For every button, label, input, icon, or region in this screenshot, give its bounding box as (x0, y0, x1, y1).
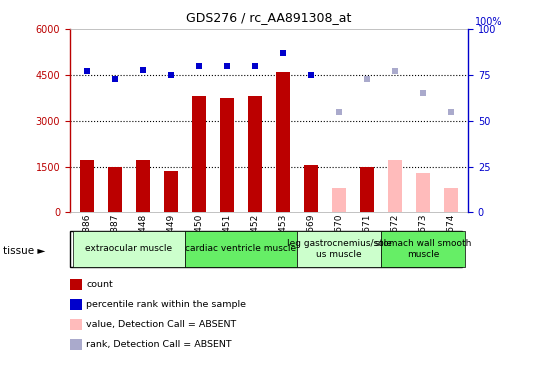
Bar (332, 188, 346, 212)
FancyBboxPatch shape (381, 231, 465, 267)
FancyBboxPatch shape (297, 231, 381, 267)
Bar (220, 98, 234, 212)
Text: cardiac ventricle muscle: cardiac ventricle muscle (186, 244, 296, 253)
Bar (416, 173, 430, 212)
Bar (304, 165, 318, 212)
Text: value, Detection Call = ABSENT: value, Detection Call = ABSENT (86, 320, 236, 329)
Text: rank, Detection Call = ABSENT: rank, Detection Call = ABSENT (86, 340, 232, 349)
Bar (108, 167, 122, 212)
Text: extraocular muscle: extraocular muscle (85, 244, 172, 253)
Text: GDS276 / rc_AA891308_at: GDS276 / rc_AA891308_at (186, 11, 352, 24)
Bar (80, 160, 94, 212)
Text: count: count (86, 280, 113, 289)
Bar (388, 160, 402, 212)
Bar (136, 160, 150, 212)
FancyBboxPatch shape (185, 231, 297, 267)
Bar (276, 72, 290, 212)
Bar (192, 96, 206, 212)
Text: tissue ►: tissue ► (3, 246, 45, 256)
Text: 100%: 100% (475, 16, 502, 26)
FancyBboxPatch shape (73, 231, 185, 267)
Text: leg gastrocnemius/sole
us muscle: leg gastrocnemius/sole us muscle (287, 239, 392, 259)
Bar (248, 96, 262, 212)
Text: percentile rank within the sample: percentile rank within the sample (86, 300, 246, 309)
Bar (360, 167, 374, 212)
Bar (164, 171, 178, 212)
Bar (444, 188, 458, 212)
Text: stomach wall smooth
muscle: stomach wall smooth muscle (375, 239, 471, 259)
